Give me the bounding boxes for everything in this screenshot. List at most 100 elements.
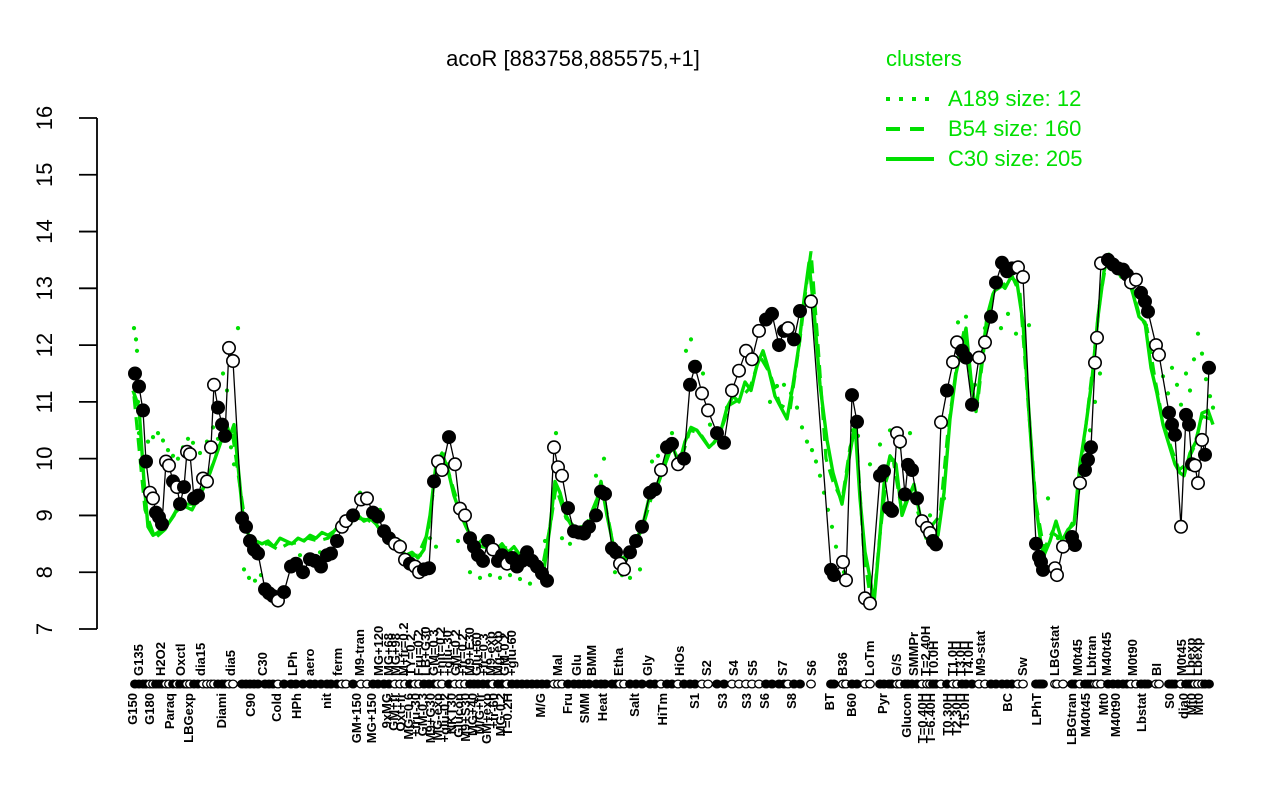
cluster-a189-dot (228, 445, 234, 450)
cluster-a189-dot (477, 575, 483, 581)
cluster-a189-dot (809, 448, 815, 453)
x-axis-label-bottom: Mt0 (1191, 693, 1206, 715)
x-axis-label-bottom: Salt (627, 692, 642, 717)
cluster-a189-dot (133, 337, 139, 342)
y-axis-tick-label: 12 (32, 333, 57, 357)
data-point-open (838, 573, 853, 588)
data-point-filled (647, 482, 662, 497)
y-axis-tick-label: 10 (32, 446, 57, 470)
data-point-open (392, 539, 407, 554)
data-point-filled (1198, 447, 1213, 462)
data-point-open (1015, 269, 1030, 284)
cluster-a189-dot (559, 536, 565, 541)
data-point-filled (988, 275, 1003, 290)
data-point-filled (1036, 562, 1051, 577)
data-point-open (744, 352, 759, 367)
cluster-a189-dot (669, 431, 675, 436)
cluster-a189-dot (497, 575, 503, 581)
x-axis-label-top: Mal (550, 654, 565, 676)
x-axis-label-bottom: Mt0 (1184, 693, 1199, 715)
cluster-a189-dot (1087, 428, 1093, 433)
data-point-filled (421, 561, 436, 576)
x-axis-label-top: +nit=0.2 (433, 627, 448, 676)
x-axis-label-bottom: Heat (595, 692, 610, 721)
x-axis-label-top: TY=0.2 (403, 634, 418, 676)
data-point-open (146, 491, 161, 506)
y-axis-tick-label: 9 (32, 509, 57, 521)
x-axis-label-top: LoTm (862, 641, 877, 676)
x-axis-label-top: BI (1149, 663, 1164, 676)
data-point-filled (539, 573, 554, 588)
cluster-a189-dot (190, 440, 196, 445)
cluster-a189-dot (1169, 365, 1175, 370)
x-axis-label-top: H2O2 (153, 642, 168, 676)
data-point-open (933, 415, 948, 430)
data-point-filled (139, 454, 154, 469)
x-axis-label-top: G135 (131, 644, 146, 676)
data-point-filled (1202, 360, 1217, 375)
cluster-a189-dot (553, 431, 559, 436)
legend-item-label: B54 size: 160 (948, 116, 1082, 141)
data-point-open (226, 353, 241, 368)
data-point-open (222, 340, 237, 355)
x-axis-label-top: +fr=0.3 (476, 633, 491, 676)
data-point-filled (155, 516, 170, 531)
x-axis-label-bottom: Mt0 (1096, 693, 1111, 715)
x-axis-label-bottom: dia0 (1176, 693, 1191, 719)
data-point-filled (1168, 427, 1183, 442)
legend-item-a189: A189 size: 12 (886, 84, 1083, 114)
cluster-a189-dot (593, 473, 599, 478)
data-point-filled (958, 350, 973, 365)
cluster-a189-dot (794, 405, 800, 410)
data-point-filled (132, 379, 147, 394)
x-axis-label-top: S7 (775, 660, 790, 676)
x-axis-label-bottom: nit (319, 692, 334, 709)
data-point-open (1191, 476, 1206, 491)
data-point-open (1152, 347, 1167, 362)
cluster-a189-dot (1026, 323, 1032, 328)
data-point-filled (634, 519, 649, 534)
x-axis-label-bottom: B60 (844, 693, 859, 717)
x-axis-label-bottom: SMM (577, 693, 592, 723)
x-axis-label-bottom: T=0.2H (500, 693, 515, 736)
x-axis-label-top: Oxctl (173, 643, 188, 676)
data-point-filled (939, 383, 954, 398)
x-axis-label-top: M+fr=0.2 (396, 623, 411, 676)
data-point-filled (826, 568, 841, 583)
data-point-open (204, 440, 219, 455)
data-point-open (457, 508, 472, 523)
data-point-open (694, 386, 709, 401)
x-axis-label-top: T=2.40H (918, 626, 933, 676)
data-point-open (780, 321, 795, 336)
condition-strip-marker (1038, 679, 1048, 689)
data-point-filled (560, 501, 575, 516)
cluster-a189-dot (297, 553, 303, 558)
x-axis-label-bottom: LPhT (1029, 693, 1044, 726)
x-axis-label-top: MG+120 (371, 626, 386, 676)
cluster-a189-dot (829, 524, 835, 529)
cluster-a189-dot (601, 456, 607, 461)
x-axis-label-bottom: T5.0H (957, 693, 972, 728)
data-point-filled (849, 414, 864, 429)
data-point-open (724, 383, 739, 398)
cluster-a189-dot (220, 371, 226, 376)
cluster-a189-dot (955, 320, 961, 325)
data-point-filled (370, 509, 385, 524)
data-point-filled (786, 332, 801, 347)
cluster-a189-dot (507, 573, 513, 578)
cluster-a189-dot (1178, 402, 1184, 407)
dashed-line-sample (886, 127, 934, 131)
data-point-filled (792, 303, 807, 318)
data-point-filled (928, 537, 943, 552)
data-point-open (945, 355, 960, 370)
data-point-open (1090, 330, 1105, 345)
data-point-open (1050, 568, 1065, 583)
x-axis-label-top: M9-stat (973, 630, 988, 676)
data-point-open (1088, 355, 1103, 370)
data-point-filled (588, 508, 603, 523)
x-axis-label-top: M9+E30 (462, 627, 477, 676)
x-axis-label-bottom: G150 (125, 693, 140, 725)
data-point-filled (191, 488, 206, 503)
